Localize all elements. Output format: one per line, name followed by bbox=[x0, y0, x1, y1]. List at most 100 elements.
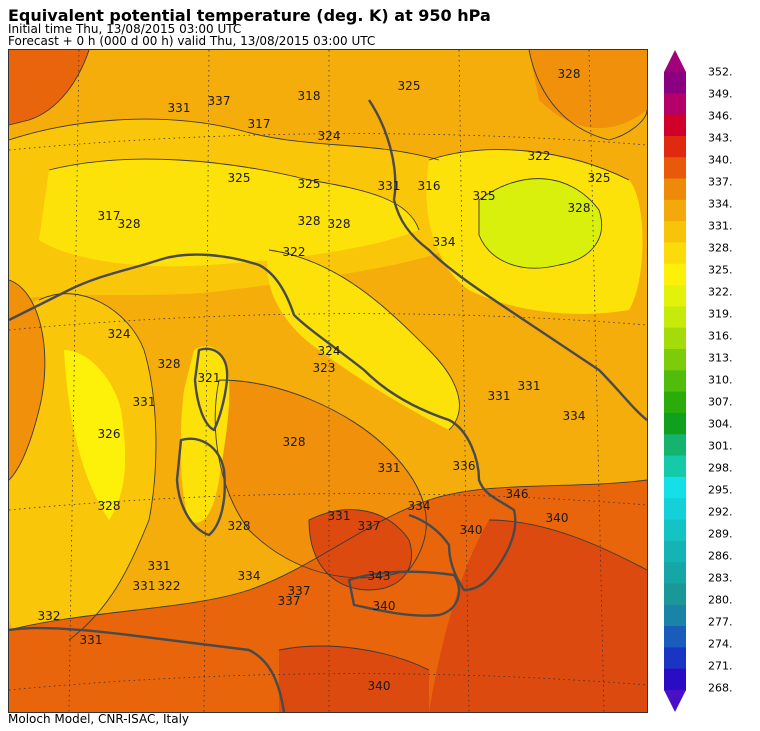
colorbar-label: 334. bbox=[708, 197, 733, 211]
contour-value-label: 337 bbox=[208, 94, 231, 108]
colorbar-swatch bbox=[664, 135, 686, 158]
colorbar-swatch bbox=[664, 285, 686, 308]
contour-value-label: 325 bbox=[588, 171, 611, 185]
contour-value-label: 328 bbox=[228, 519, 251, 533]
forecast-label: Forecast + 0 h (000 d 00 h) valid Thu, 1… bbox=[8, 34, 376, 48]
colorbar-label: 274. bbox=[708, 637, 733, 651]
contour-value-label: 322 bbox=[158, 579, 181, 593]
colorbar-swatch bbox=[664, 626, 686, 648]
colorbar-label: 295. bbox=[708, 483, 733, 497]
colorbar-label: 343. bbox=[708, 131, 733, 145]
contour-value-label: 334 bbox=[238, 569, 261, 583]
colorbar-label: 310. bbox=[708, 373, 733, 387]
contour-value-label: 328 bbox=[118, 217, 141, 231]
contour-value-label: 334 bbox=[408, 499, 431, 513]
contour-value-label: 325 bbox=[228, 171, 251, 185]
colorbar-label: 286. bbox=[708, 549, 733, 563]
contour-value-label: 331 bbox=[168, 101, 191, 115]
colorbar-swatch bbox=[664, 583, 686, 606]
colorbar-swatch bbox=[664, 199, 686, 222]
colorbar-label: 319. bbox=[708, 307, 733, 321]
contour-value-label: 340 bbox=[460, 523, 483, 537]
colorbar-label: 331. bbox=[708, 219, 733, 233]
colorbar-swatch bbox=[664, 306, 686, 329]
colorbar-label: 352. bbox=[708, 65, 733, 79]
colorbar-label: 268. bbox=[708, 681, 733, 695]
colorbar-label: 271. bbox=[708, 659, 733, 673]
field-zone-nw bbox=[9, 50, 89, 125]
colorbar-top-arrow bbox=[664, 50, 686, 72]
contour-value-label: 322 bbox=[528, 149, 551, 163]
contour-value-label: 336 bbox=[453, 459, 476, 473]
colorbar-swatch bbox=[664, 540, 686, 563]
colorbar-label: 349. bbox=[708, 87, 733, 101]
contour-value-label: 340 bbox=[368, 679, 391, 693]
field-zone-lime bbox=[479, 178, 602, 269]
contour-value-label: 332 bbox=[38, 609, 61, 623]
colorbar-label: 292. bbox=[708, 505, 733, 519]
colorbar-swatch bbox=[664, 349, 686, 371]
contour-value-label: 334 bbox=[563, 409, 586, 423]
colorbar-label: 328. bbox=[708, 241, 733, 255]
contour-value-label: 331 bbox=[488, 389, 511, 403]
initial-time-label: Initial time Thu, 13/08/2015 03:00 UTC bbox=[8, 22, 242, 36]
colorbar-label: 289. bbox=[708, 527, 733, 541]
colorbar-label: 340. bbox=[708, 153, 733, 167]
colorbar-swatch bbox=[664, 370, 686, 393]
contour-value-label: 337 bbox=[358, 519, 381, 533]
contour-value-label: 324 bbox=[318, 344, 341, 358]
colorbar-swatch bbox=[664, 668, 686, 691]
colorbar-swatch bbox=[664, 93, 686, 116]
colorbar-label: 280. bbox=[708, 593, 733, 607]
contour-value-label: 324 bbox=[318, 129, 341, 143]
contour-value-label: 337 bbox=[278, 594, 301, 608]
contour-value-label: 328 bbox=[568, 201, 591, 215]
colorbar-swatch bbox=[664, 72, 686, 94]
field-zone-se bbox=[429, 520, 647, 712]
field-zone-central bbox=[267, 250, 460, 430]
colorbar-label: 322. bbox=[708, 285, 733, 299]
contour-value-label: 331 bbox=[133, 395, 156, 409]
contour-value-label: 326 bbox=[98, 427, 121, 441]
contour-value-label: 317 bbox=[248, 117, 271, 131]
map-panel: 325 328 331 337 317 328 325 328 325 318 322 322 325 3… bbox=[8, 49, 648, 713]
contour-value-label: 325 bbox=[473, 189, 496, 203]
field-zone-west-core bbox=[64, 350, 126, 520]
colorbar-swatch bbox=[664, 562, 686, 585]
contour-value-label: 346 bbox=[506, 487, 529, 501]
colorbar-swatch bbox=[664, 178, 686, 201]
field-zone-343 bbox=[309, 509, 412, 590]
field-zone-alps-core bbox=[39, 159, 419, 267]
colorbar-swatch bbox=[664, 221, 686, 244]
field-zone-ne bbox=[529, 50, 647, 129]
contour-value-label: 325 bbox=[298, 177, 321, 191]
contour-value-label: 331 bbox=[328, 509, 351, 523]
colorbar-label: 337. bbox=[708, 175, 733, 189]
colorbar-swatch bbox=[664, 157, 686, 180]
contour-value-label: 340 bbox=[546, 511, 569, 525]
colorbar-swatch bbox=[664, 604, 686, 627]
contour-value-label: 328 bbox=[158, 357, 181, 371]
field-zone-west bbox=[9, 293, 156, 644]
colorbar-swatch bbox=[664, 263, 686, 286]
colorbar-swatch bbox=[664, 412, 686, 435]
colorbar-swatch bbox=[664, 455, 686, 478]
contour-value-label: 321 bbox=[198, 371, 221, 385]
colorbar-label: 325. bbox=[708, 263, 733, 277]
colorbar-label: 298. bbox=[708, 461, 733, 475]
contour-lines bbox=[9, 50, 647, 671]
colorbar-label: 277. bbox=[708, 615, 733, 629]
contour-value-label: 331 bbox=[80, 633, 103, 647]
contour-value-label: 325 bbox=[398, 79, 421, 93]
contour-value-label: 331 bbox=[518, 379, 541, 393]
colorbar-bottom-arrow bbox=[664, 690, 686, 712]
colorbar-swatch bbox=[664, 242, 686, 265]
contour-value-label: 317 bbox=[98, 209, 121, 223]
contour-value-label: 334 bbox=[433, 235, 456, 249]
colorbar-swatch bbox=[664, 434, 686, 457]
contour-value-label: 328 bbox=[558, 67, 581, 81]
colorbar-label: 283. bbox=[708, 571, 733, 585]
colorbar-swatch bbox=[664, 327, 686, 350]
